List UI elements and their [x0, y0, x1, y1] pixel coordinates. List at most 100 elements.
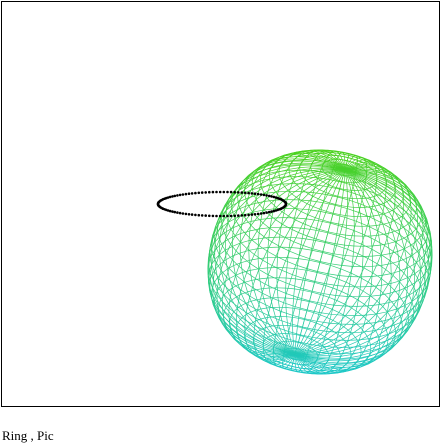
pic-mesh-segment — [350, 331, 362, 334]
pic-mesh-segment — [315, 187, 320, 191]
pic-mesh-segment — [207, 270, 210, 277]
pic-mesh-segment — [375, 173, 385, 177]
pic-mesh-segment — [336, 268, 341, 279]
pic-mesh-segment — [384, 211, 390, 215]
pic-mesh-segment — [344, 244, 354, 247]
pic-mesh-segment — [332, 205, 336, 215]
pic-mesh-segment — [354, 160, 359, 164]
pic-mesh-segment — [307, 214, 316, 219]
pic-mesh-segment — [212, 232, 217, 239]
pic-mesh-segment — [384, 191, 387, 199]
pic-mesh-segment — [212, 229, 216, 237]
pic-mesh-segment — [240, 289, 251, 297]
pic-mesh-segment — [427, 281, 429, 289]
pic-mesh-segment — [364, 188, 376, 194]
pic-mesh-segment — [358, 362, 364, 367]
pic-mesh-segment — [347, 239, 352, 250]
pic-mesh-segment — [377, 347, 383, 354]
pic-mesh-segment — [374, 205, 380, 216]
pic-mesh-segment — [403, 202, 412, 209]
pic-mesh-segment — [227, 291, 233, 301]
pic-mesh-segment — [277, 356, 280, 358]
pic-mesh-segment — [360, 352, 371, 356]
pic-mesh-segment — [272, 171, 277, 179]
pic-mesh-segment — [297, 297, 310, 302]
pic-mesh-segment — [385, 231, 393, 235]
pic-mesh-segment — [297, 318, 299, 327]
pic-mesh-segment — [273, 364, 280, 367]
pic-mesh-segment — [358, 332, 363, 341]
pic-mesh-segment — [286, 316, 293, 318]
pic-mesh-segment — [316, 336, 325, 343]
pic-mesh-segment — [269, 179, 272, 184]
pic-mesh-segment — [380, 311, 388, 320]
pic-mesh-segment — [387, 311, 392, 318]
pic-mesh-segment — [416, 207, 423, 215]
pic-mesh-segment — [363, 182, 366, 190]
pic-mesh-segment — [232, 283, 242, 291]
pic-mesh-segment — [369, 294, 381, 297]
pic-mesh-segment — [275, 288, 287, 294]
pic-mesh-segment — [327, 223, 331, 233]
pic-mesh-segment — [280, 183, 293, 185]
pic-mesh-segment — [371, 239, 376, 250]
pic-mesh-segment — [335, 332, 340, 341]
pic-mesh-segment — [291, 366, 296, 368]
pic-mesh-segment — [300, 183, 305, 192]
pic-mesh-segment — [251, 239, 260, 246]
pic-mesh-segment — [272, 297, 284, 304]
pic-mesh-segment — [213, 279, 218, 288]
pic-mesh-segment — [403, 223, 409, 228]
pic-mesh-segment — [420, 269, 425, 277]
pic-mesh-segment — [244, 183, 253, 190]
pic-mesh-segment — [349, 286, 356, 296]
ring-dot — [190, 213, 194, 216]
pic-mesh-segment — [372, 169, 375, 172]
pic-mesh-segment — [354, 365, 360, 369]
pic-mesh-segment — [407, 313, 415, 319]
pic-mesh-segment — [263, 177, 274, 181]
pic-mesh-segment — [284, 363, 289, 366]
pic-mesh-segment — [333, 339, 337, 348]
pic-mesh-segment — [370, 163, 375, 167]
pic-mesh-segment — [263, 348, 265, 354]
pic-mesh-segment — [236, 325, 238, 330]
pic-mesh-segment — [309, 346, 312, 349]
pic-mesh-segment — [214, 223, 219, 230]
pic-mesh-segment — [276, 287, 279, 298]
pic-mesh-segment — [236, 305, 242, 309]
pic-mesh-segment — [343, 333, 353, 340]
pic-mesh-segment — [370, 344, 380, 350]
pic-mesh-segment — [393, 316, 401, 324]
pic-mesh-segment — [271, 157, 279, 161]
pic-mesh-segment — [406, 325, 411, 332]
pic-mesh-segment — [290, 369, 297, 372]
pic-mesh-segment — [406, 301, 413, 310]
pic-mesh-segment — [336, 155, 341, 160]
pic-mesh-segment — [306, 152, 311, 157]
pic-mesh-segment — [350, 263, 355, 273]
pic-mesh-segment — [423, 276, 426, 284]
pic-mesh-segment — [223, 311, 231, 320]
pic-mesh-segment — [383, 170, 392, 176]
pic-mesh-segment — [316, 312, 320, 322]
pic-mesh-segment — [336, 155, 339, 159]
pic-mesh-segment — [252, 209, 263, 213]
pic-mesh-segment — [216, 286, 221, 292]
pic-mesh-segment — [377, 329, 387, 336]
pic-mesh-segment — [399, 277, 408, 282]
pic-mesh-segment — [323, 293, 336, 296]
pic-mesh-segment — [388, 330, 398, 335]
pic-mesh-segment — [230, 244, 237, 252]
pic-mesh-segment — [337, 360, 340, 364]
pic-mesh-segment — [342, 169, 346, 176]
pic-mesh-segment — [301, 193, 309, 201]
pic-mesh-segment — [250, 173, 256, 180]
pic-mesh-segment — [361, 162, 366, 165]
pic-mesh-segment — [397, 179, 401, 185]
pic-mesh-segment — [415, 238, 422, 246]
pic-mesh-segment — [402, 217, 411, 225]
pic-mesh-segment — [368, 340, 371, 345]
render-viewport — [156, 149, 433, 375]
pic-mesh-segment — [257, 170, 263, 177]
